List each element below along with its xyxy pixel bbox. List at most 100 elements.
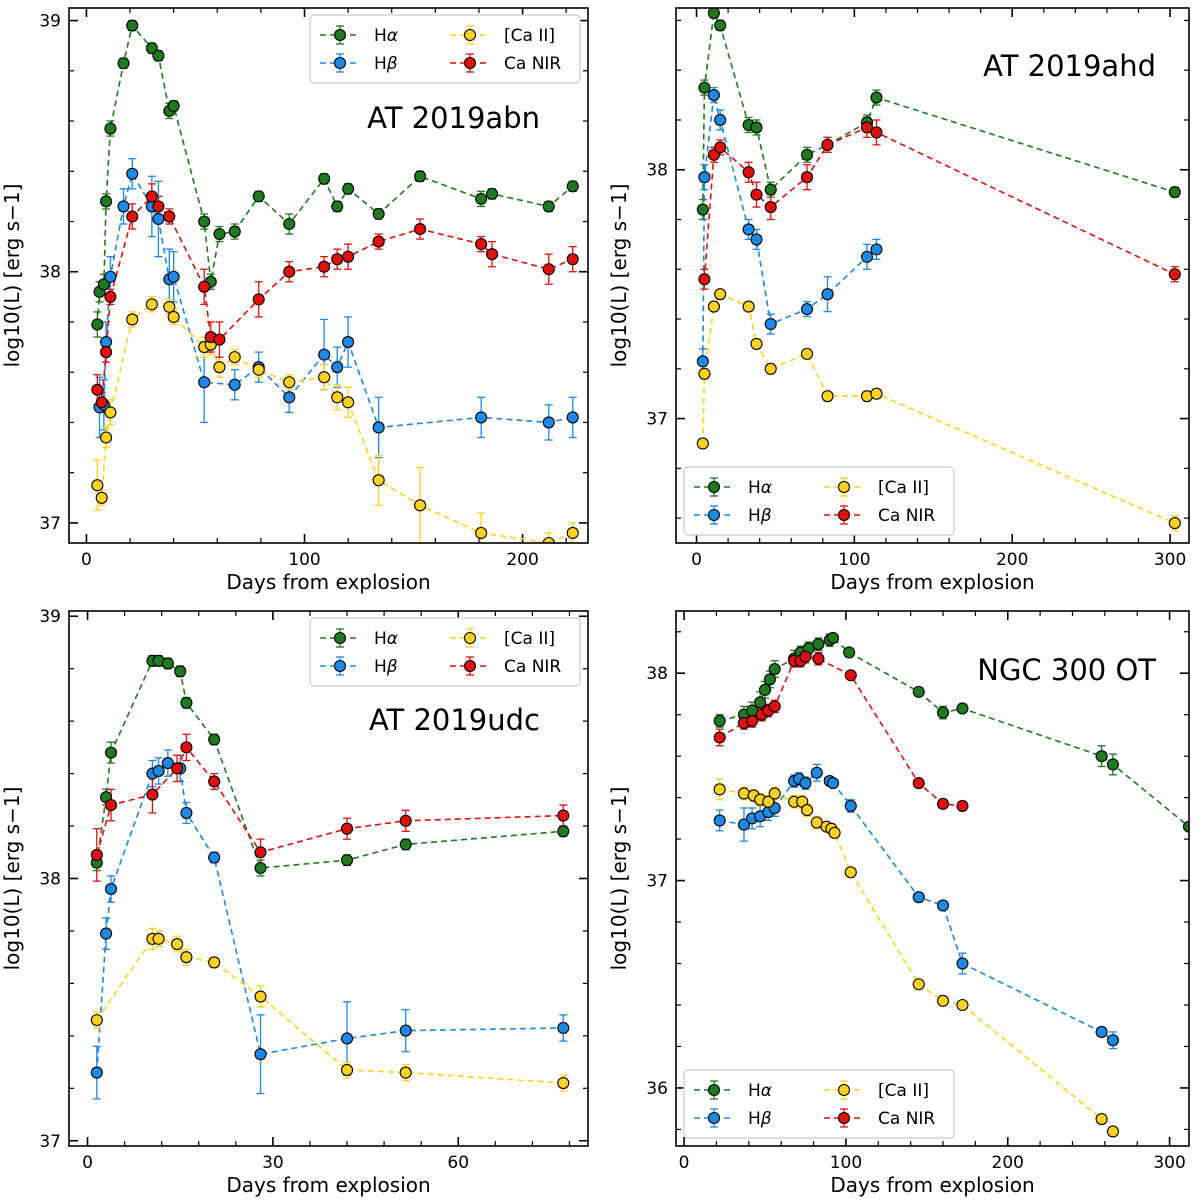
legend-label-caII: [Ca II]: [878, 1081, 929, 1101]
chart-panel-4: 0 100 200 300 36 37 38 Days from explosion log10…: [607, 610, 1190, 1197]
data-point-canir: [198, 280, 211, 293]
data-point-caII: [283, 376, 296, 389]
series-line-canir: [96, 745, 564, 856]
data-point-hbeta: [800, 303, 814, 316]
legend-marker-hbeta: [707, 508, 721, 522]
data-point-halpha: [936, 706, 950, 719]
data-point-canir: [821, 138, 834, 151]
legend-marker-hbeta: [333, 56, 347, 70]
x-tick-label: 300: [1154, 550, 1186, 570]
x-tick-label: 60: [447, 1153, 469, 1173]
data-point-caII: [152, 932, 165, 945]
x-axis-label: Days from explosion: [226, 1173, 430, 1197]
x-axis-label: Days from explosion: [830, 1173, 1034, 1197]
legend-frame: [309, 617, 581, 687]
data-point-halpha: [372, 207, 385, 221]
data-point-canir: [542, 263, 555, 276]
data-point-hbeta: [152, 212, 165, 226]
y-tick-label: 37: [39, 1132, 61, 1152]
y-axis-label: log10(L) [erg s−1]: [607, 184, 631, 368]
data-point-halpha: [826, 631, 840, 645]
data-point-caII: [956, 998, 969, 1012]
data-point-halpha: [161, 657, 174, 670]
legend-symbol: β: [760, 1109, 772, 1129]
data-point-caII: [340, 1063, 354, 1076]
legend: Hα Hβ [Ca II] Ca NIR: [309, 617, 581, 687]
legend-label-halpha: Hα: [374, 26, 398, 46]
data-point-hbeta: [198, 376, 211, 389]
axes-frame: [68, 610, 589, 1147]
data-point-canir: [912, 777, 925, 790]
data-point-canir: [768, 700, 781, 713]
data-point-hbeta: [826, 777, 840, 790]
data-point-caII: [318, 371, 331, 384]
data-point-canir: [213, 333, 226, 346]
y-tick-label: 36: [646, 1079, 668, 1099]
data-point-hbeta: [100, 336, 113, 349]
axis-ticks: 0 100 200 37 38 39: [39, 8, 588, 570]
data-point-hbeta: [283, 391, 296, 404]
data-point-caII: [557, 1077, 570, 1090]
legend-label-hbeta: Hβ: [748, 1109, 772, 1129]
legend: Hα Hβ [Ca II] Ca NIR: [683, 1069, 955, 1139]
legend-marker-caII: [837, 480, 851, 494]
data-point-hbeta: [956, 957, 969, 970]
data-point-caII: [213, 361, 226, 374]
data-point-halpha: [768, 663, 781, 676]
data-point-hbeta: [557, 1021, 570, 1035]
x-tick-label: 0: [679, 1153, 690, 1173]
legend-marker-hbeta: [333, 659, 347, 673]
legend-label-caII: [Ca II]: [878, 478, 929, 498]
data-point-halpha: [1168, 186, 1181, 199]
data-point-canir: [557, 809, 570, 822]
data-point-halpha: [713, 714, 726, 727]
data-point-caII: [1106, 1125, 1119, 1138]
axis-ticks: 0 100 200 300 37 38: [646, 8, 1189, 570]
data-point-halpha: [104, 746, 118, 759]
legend-marker-halpha: [707, 480, 721, 494]
y-tick-label: 37: [39, 514, 61, 534]
data-point-halpha: [800, 148, 814, 161]
data-point-halpha: [318, 172, 331, 185]
legend-marker-canir: [837, 1111, 851, 1125]
data-point-caII: [742, 300, 755, 313]
data-point-caII: [254, 990, 267, 1003]
data-point-caII: [801, 804, 814, 817]
data-point-halpha: [213, 228, 226, 241]
data-point-caII: [828, 826, 841, 839]
data-point-caII: [91, 479, 104, 492]
series-line-halpha: [702, 10, 1176, 210]
legend-label-canir: Ca NIR: [504, 657, 561, 677]
data-point-hbeta: [737, 818, 751, 831]
data-point-canir: [714, 141, 727, 154]
data-point-caII: [414, 499, 427, 512]
data-point-hbeta: [208, 851, 221, 864]
data-point-canir: [331, 253, 344, 266]
data-point-caII: [163, 300, 176, 313]
data-point-halpha: [208, 733, 221, 746]
data-point-hbeta: [342, 336, 355, 349]
data-point-caII: [737, 787, 751, 800]
y-tick-label: 39: [39, 12, 61, 32]
data-point-caII: [145, 298, 158, 311]
panel-title: AT 2019udc: [369, 703, 540, 737]
data-point-caII: [399, 1066, 412, 1079]
data-point-canir: [1168, 268, 1181, 281]
data-point-hbeta: [475, 411, 488, 424]
data-point-caII: [912, 978, 925, 991]
data-point-canir: [180, 741, 193, 754]
data-point-hbeta: [696, 355, 709, 368]
chart-panel-2: 0 100 200 300 37 38 Days from explosion log10(L…: [607, 7, 1190, 594]
legend-symbol: β: [386, 54, 398, 74]
data-point-halpha: [342, 182, 355, 195]
data-point-hbeta: [340, 1032, 354, 1045]
data-point-halpha: [91, 318, 104, 331]
legend-marker-halpha: [707, 1083, 721, 1097]
legend-marker-caII: [463, 28, 477, 42]
legend-symbol: α: [761, 478, 772, 498]
data-point-hbeta: [117, 200, 130, 213]
series-group: [91, 19, 579, 543]
data-point-canir: [283, 265, 296, 278]
data-point-halpha: [167, 99, 180, 113]
data-point-canir: [956, 799, 969, 812]
